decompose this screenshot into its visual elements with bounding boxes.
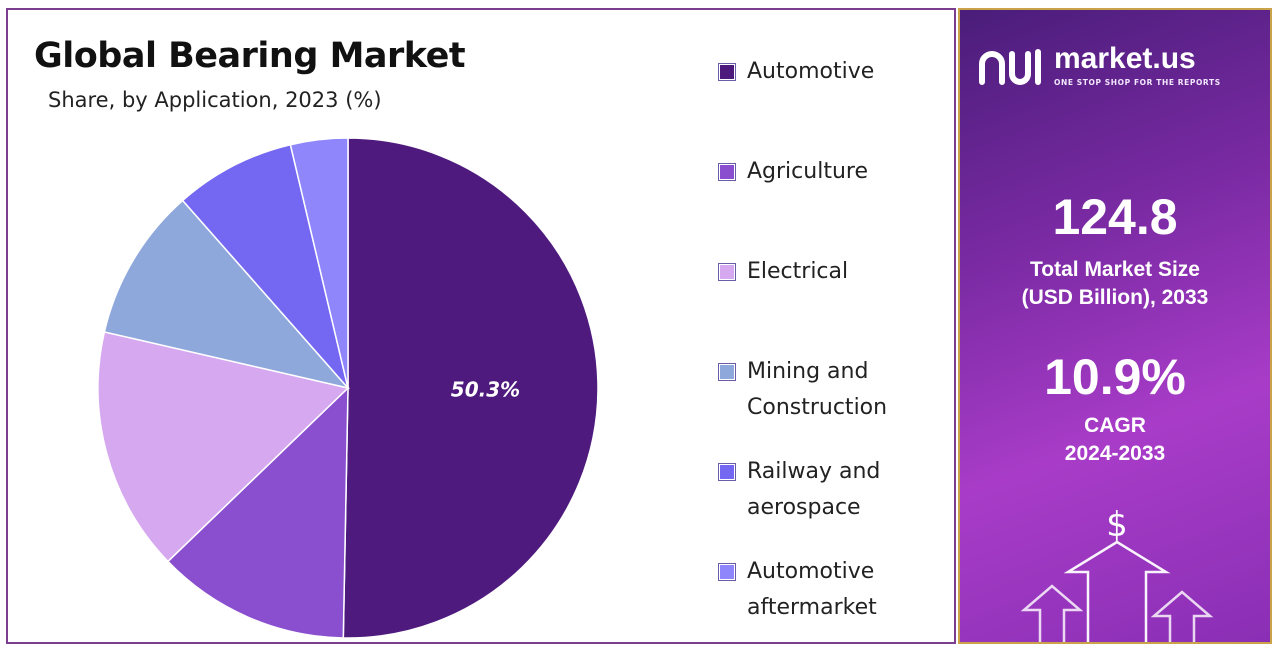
legend-swatch (719, 164, 735, 180)
market-us-logo-icon (979, 49, 1041, 85)
legend-label: Automotive (747, 54, 937, 90)
cagr-value: 10.9% (1044, 349, 1186, 405)
legend-label: Agriculture (747, 154, 937, 190)
stats-panel: market.us ONE STOP SHOP FOR THE REPORTS … (958, 8, 1272, 644)
cagr-label: CAGR 2024-2033 (960, 412, 1270, 468)
growth-arrows-icon: $ (1020, 505, 1214, 642)
legend-label-line: aerospace (747, 495, 861, 520)
legend-label-line: Automotive (747, 59, 875, 84)
legend-label: Railway and aerospace (747, 454, 937, 526)
legend-label: Mining and Construction (747, 354, 937, 426)
legend-item: Railway and aerospace (719, 454, 937, 526)
legend-swatch (719, 564, 735, 580)
pie-slice (103, 199, 351, 390)
legend-label: Automotive aftermarket (747, 554, 937, 626)
pie-slice (342, 137, 599, 639)
dollar-sign: $ (1106, 505, 1128, 545)
market-size-value: 124.8 (1052, 189, 1178, 245)
legend-swatch (719, 264, 735, 280)
legend-label: Electrical (747, 254, 937, 290)
chart-frame: Global Bearing Market Share, by Applicat… (6, 8, 956, 644)
legend-label-line: Railway and (747, 459, 881, 484)
chart-title: Global Bearing Market (34, 36, 466, 76)
pie-slice (97, 331, 350, 563)
cagr-label-line: CAGR (1084, 414, 1146, 437)
legend-swatch (719, 464, 735, 480)
legend-swatch (719, 364, 735, 380)
legend-item: Agriculture (719, 154, 937, 190)
legend-label-line: aftermarket (747, 595, 877, 620)
legend-label-line: Electrical (747, 259, 849, 284)
chart-subtitle: Share, by Application, 2023 (%) (48, 88, 382, 112)
market-size-label-line: Total Market Size (1030, 258, 1200, 281)
pie-slice (289, 137, 349, 389)
pie-chart: 50.3% (97, 137, 599, 639)
legend-swatch (719, 64, 735, 80)
legend-item: Automotive aftermarket (719, 554, 937, 626)
pie-slice (166, 386, 349, 639)
cagr-label-line: 2024-2033 (1064, 442, 1166, 465)
legend-item: Electrical (719, 254, 937, 290)
brand-logo: market.us ONE STOP SHOP FOR THE REPORTS (976, 42, 1256, 102)
market-size-label: Total Market Size (USD Billion), 2033 (960, 256, 1270, 312)
legend-label-line: Construction (747, 395, 888, 420)
market-size-label-line: (USD Billion), 2033 (1021, 286, 1209, 309)
legend-item: Mining and Construction (719, 354, 937, 426)
slice-label: 50.3% (451, 377, 520, 401)
legend-label-line: Mining and (747, 359, 869, 384)
pie-slice (181, 143, 349, 389)
legend-label-line: Agriculture (747, 159, 868, 184)
brand-tagline: ONE STOP SHOP FOR THE REPORTS (1054, 78, 1221, 87)
brand-name: market.us (1054, 42, 1196, 75)
legend-label-line: Automotive (747, 559, 875, 584)
legend-item: Automotive (719, 54, 937, 90)
